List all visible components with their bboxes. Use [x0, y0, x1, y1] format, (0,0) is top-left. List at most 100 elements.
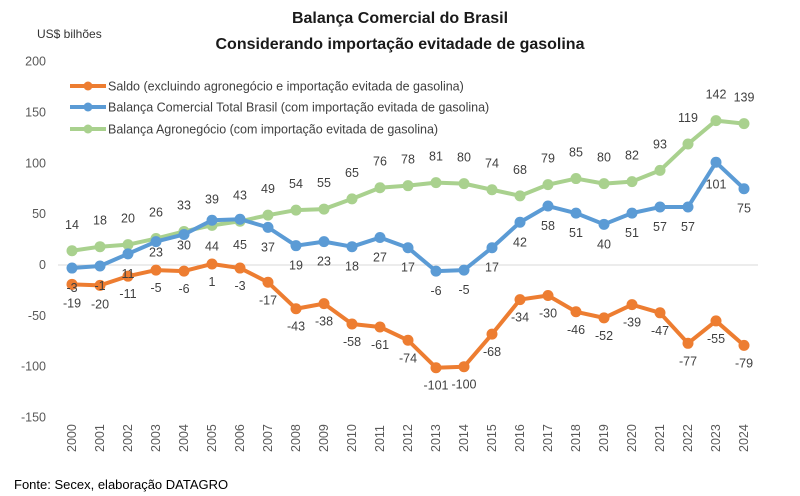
source-note: Fonte: Secex, elaboração DATAGRO: [14, 477, 228, 492]
data-label: 43: [233, 188, 247, 202]
data-point: [654, 201, 666, 213]
data-label: 55: [317, 176, 331, 190]
legend-label: Balança Agronegócio (com importação evit…: [108, 123, 438, 137]
data-point: [654, 164, 666, 176]
data-point: [570, 173, 582, 185]
legend-item: Balança Agronegócio (com importação evit…: [70, 123, 438, 137]
data-label: -52: [595, 329, 613, 343]
data-labels: -19 -20-11 -5 -61 -3-17-43 -38-58 -61-74-101 -1…: [63, 88, 755, 393]
y-axis-label: US$ bilhões: [37, 27, 102, 41]
data-point: [542, 290, 554, 302]
data-label: 18: [93, 214, 107, 228]
data-point: [430, 362, 442, 374]
legend-label: Saldo (excluindo agronegócio e importaçã…: [108, 80, 464, 94]
data-label: -1: [94, 279, 105, 293]
data-point: [346, 193, 358, 205]
data-point: [514, 216, 526, 228]
data-label: 57: [681, 220, 695, 234]
data-label: -46: [567, 323, 585, 337]
x-tick-label: 2000: [65, 424, 79, 452]
data-label: 42: [513, 235, 527, 249]
x-tick-label: 2002: [121, 424, 135, 452]
data-point: [570, 306, 582, 318]
data-label: -39: [623, 316, 641, 330]
data-point: [682, 138, 694, 150]
data-point: [94, 279, 106, 291]
data-point: [94, 260, 106, 272]
data-label: 39: [205, 192, 219, 206]
data-label: -74: [399, 351, 417, 365]
data-label: 82: [625, 149, 639, 163]
data-label: -47: [651, 324, 669, 338]
data-label: 65: [345, 166, 359, 180]
y-tick-label: 0: [39, 258, 46, 272]
y-tick-label: -100: [21, 360, 46, 374]
data-point: [458, 361, 470, 373]
data-label: 57: [653, 220, 667, 234]
data-label: 80: [457, 151, 471, 165]
data-point: [178, 265, 190, 277]
y-tick-label: 150: [25, 105, 46, 119]
data-label: -38: [315, 315, 333, 329]
data-label: 40: [597, 237, 611, 251]
data-label: 23: [149, 246, 163, 260]
data-point: [626, 299, 638, 311]
data-label: 33: [177, 198, 191, 212]
legend-marker: [83, 81, 93, 91]
data-label: 44: [205, 239, 219, 253]
y-tick-label: 200: [25, 55, 46, 69]
data-point: [570, 207, 582, 219]
data-point: [514, 294, 526, 306]
x-tick-label: 2014: [457, 424, 471, 452]
y-axis: 200 150 100 50 0 -50 -100 -150: [21, 55, 46, 425]
x-axis: 2000 2001 2002 2003 2004 2005 2006 2007 2008 2009…: [65, 424, 751, 452]
data-label: -11: [119, 287, 136, 301]
data-point: [654, 307, 666, 319]
data-point: [486, 184, 498, 196]
x-tick-label: 2021: [653, 424, 667, 452]
data-label: -101: [423, 379, 448, 393]
data-point: [430, 265, 442, 277]
data-label: 17: [485, 261, 499, 275]
x-tick-label: 2015: [485, 424, 499, 452]
data-point: [402, 334, 414, 346]
x-tick-label: 2009: [317, 424, 331, 452]
data-label: -5: [150, 281, 161, 295]
data-label: 75: [737, 202, 751, 216]
data-point: [234, 262, 246, 274]
data-point: [738, 339, 750, 351]
data-label: 30: [177, 238, 191, 252]
x-tick-label: 2012: [401, 424, 415, 452]
data-label: -3: [234, 279, 245, 293]
data-point: [206, 258, 218, 270]
data-point: [514, 190, 526, 202]
x-tick-label: 2016: [513, 424, 527, 452]
data-point: [122, 270, 134, 282]
data-point: [66, 278, 78, 290]
data-label: -3: [66, 281, 77, 295]
data-point: [682, 337, 694, 349]
x-tick-label: 2011: [373, 425, 387, 452]
y-tick-label: -150: [21, 411, 46, 425]
data-label: 19: [289, 259, 303, 273]
legend-label: Balança Comercial Total Brasil (com impo…: [108, 101, 489, 115]
data-label: -34: [511, 311, 529, 325]
data-point: [262, 221, 274, 233]
data-label: 142: [706, 88, 727, 102]
data-point: [598, 312, 610, 324]
data-point: [458, 264, 470, 276]
chart-subtitle: Considerando importação evitadade de gas…: [216, 36, 585, 53]
series-group: [66, 115, 750, 374]
data-label: -68: [483, 345, 501, 359]
legend: Saldo (excluindo agronegócio e importaçã…: [70, 80, 489, 137]
y-tick-label: 100: [25, 156, 46, 170]
data-label: 79: [541, 152, 555, 166]
data-label: -19: [63, 296, 81, 310]
data-label: 51: [625, 226, 639, 240]
data-label: 51: [569, 226, 583, 240]
data-label: 17: [401, 261, 415, 275]
data-label: 139: [734, 91, 755, 105]
legend-marker: [83, 102, 93, 112]
data-label: 80: [597, 151, 611, 165]
